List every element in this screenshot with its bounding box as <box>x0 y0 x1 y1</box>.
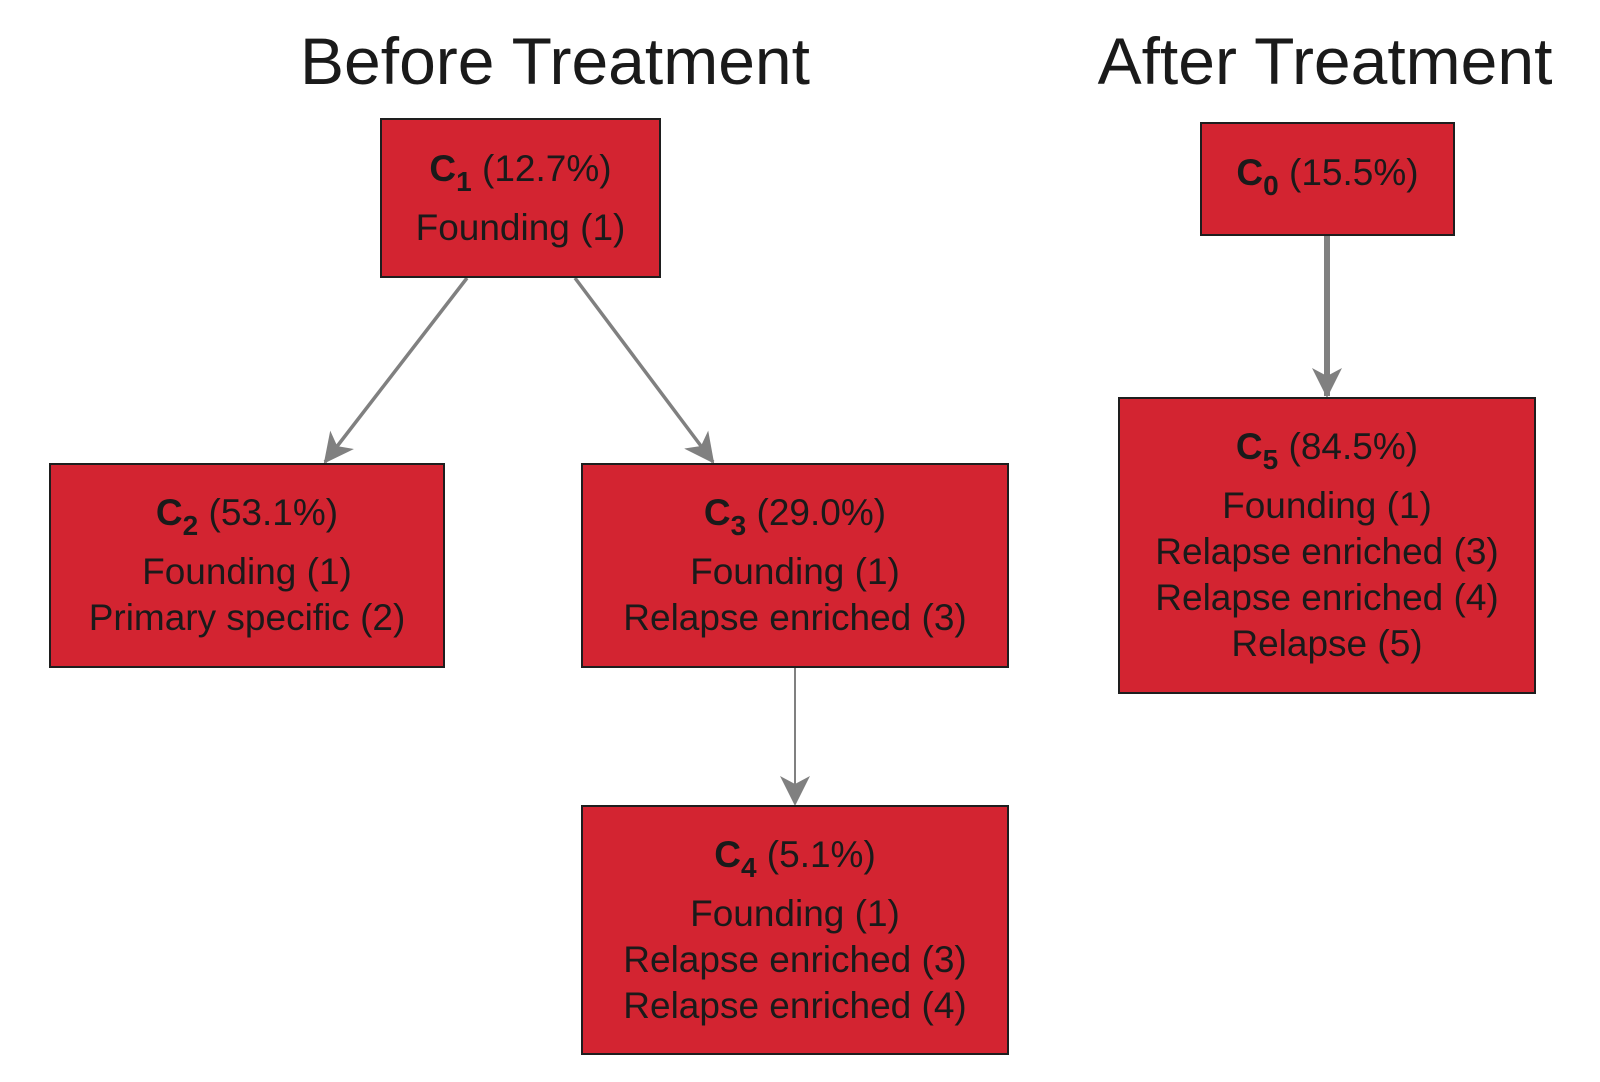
mutation-line: Relapse enriched (3) <box>623 597 967 638</box>
mutation-line: Primary specific (2) <box>88 597 406 638</box>
clone-name: C4 <box>714 833 757 883</box>
node-header: C3 (29.0%) <box>704 490 886 549</box>
node-header: C1 (12.7%) <box>429 146 611 205</box>
clone-percent: (5.1%) <box>766 833 876 875</box>
clone-name: C3 <box>703 492 747 541</box>
clone-node-c3: C3 (29.0%) Founding (1) Relapse enriched… <box>581 463 1009 668</box>
clone-node-c1: C1 (12.7%) Founding (1) <box>380 118 661 278</box>
clone-node-c0: C0 (15.5%) <box>1200 122 1455 236</box>
node-header: C2 (53.1%) <box>156 490 338 549</box>
clone-name: C2 <box>155 492 199 541</box>
edge-c1-c2 <box>323 276 469 464</box>
clone-name: C5 <box>1235 426 1279 475</box>
mutation-line: Relapse enriched (4) <box>1155 577 1499 618</box>
node-header: C0 (15.5%) <box>1236 150 1418 209</box>
edge-c1-c3 <box>573 276 715 464</box>
clone-node-c2: C2 (53.1%) Founding (1) Primary specific… <box>49 463 445 668</box>
clone-percent: (53.1%) <box>208 492 339 533</box>
after-treatment-title: After Treatment <box>1097 24 1553 98</box>
mutation-line: Relapse enriched (3) <box>623 938 967 980</box>
clone-node-c4: C4 (5.1%) Founding (1) Relapse enriched … <box>581 805 1009 1055</box>
mutation-line: Founding (1) <box>690 551 900 592</box>
clone-name: C1 <box>429 147 472 197</box>
clone-percent: (12.7%) <box>482 147 612 189</box>
node-header: C4 (5.1%) <box>714 832 876 891</box>
mutation-line: Relapse (5) <box>1231 623 1423 664</box>
clone-name: C0 <box>1236 151 1279 201</box>
mutation-line: Founding (1) <box>1222 485 1432 526</box>
clone-percent: (15.5%) <box>1289 151 1419 193</box>
clone-node-c5: C5 (84.5%) Founding (1) Relapse enriched… <box>1118 397 1536 694</box>
mutation-line: Founding (1) <box>415 206 626 248</box>
before-treatment-title: Before Treatment <box>300 24 810 98</box>
clone-percent: (84.5%) <box>1288 426 1419 467</box>
mutation-line: Relapse enriched (3) <box>1155 531 1499 572</box>
mutation-line: Founding (1) <box>690 892 900 934</box>
mutation-line: Founding (1) <box>142 551 352 592</box>
mutation-line: Relapse enriched (4) <box>623 984 967 1026</box>
node-header: C5 (84.5%) <box>1236 424 1418 483</box>
clone-percent: (29.0%) <box>756 492 887 533</box>
